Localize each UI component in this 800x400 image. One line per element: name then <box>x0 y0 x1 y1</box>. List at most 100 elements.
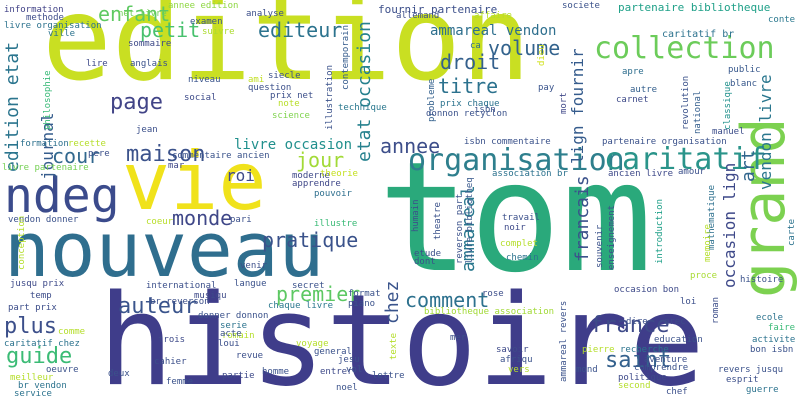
word: francais <box>572 175 593 262</box>
word: br vendon <box>18 381 67 391</box>
word: revue <box>236 351 264 361</box>
word: musiqu <box>194 291 227 301</box>
word: entrer <box>320 367 353 377</box>
word: revers jusqu <box>718 365 784 375</box>
word: proce <box>690 271 718 281</box>
word: mond <box>576 365 598 375</box>
word: jesu <box>338 355 360 365</box>
word: caritatif chez <box>4 339 80 349</box>
word: occasion bon <box>614 285 680 295</box>
word: chef <box>666 387 688 397</box>
word: prix chaque <box>440 99 500 109</box>
word: droit <box>440 50 501 74</box>
word: roman <box>711 296 721 324</box>
word: partenaire organisation <box>602 137 727 147</box>
word: vol <box>346 365 363 375</box>
word: dont <box>414 257 436 267</box>
word: vie <box>122 135 267 228</box>
word: blanc <box>730 79 758 89</box>
word: br reverson <box>150 297 210 307</box>
word: general <box>314 347 352 357</box>
word: theorie <box>320 169 358 179</box>
word: ville <box>48 29 76 39</box>
word: allemand <box>396 11 440 21</box>
word: methode <box>26 13 64 23</box>
word: souvenir <box>595 224 605 268</box>
word: ecole <box>756 313 784 323</box>
word: vers <box>508 365 530 375</box>
word: education <box>654 335 703 345</box>
word: conception <box>17 215 27 270</box>
word: complet <box>500 239 538 249</box>
word: philosophie <box>43 70 53 130</box>
word: public <box>728 65 761 75</box>
word: cour <box>52 144 101 168</box>
word: pierre <box>582 345 615 355</box>
word: voyage <box>296 339 329 349</box>
word: lire <box>86 59 108 69</box>
word: net livre <box>118 9 167 19</box>
word: carte <box>787 218 797 246</box>
word: apre <box>622 67 644 77</box>
word: activite <box>752 335 796 345</box>
word: organisation <box>408 143 625 178</box>
word: auteur <box>118 294 198 319</box>
word: mer <box>450 333 467 343</box>
word: livre partenaire <box>2 163 89 173</box>
word: analyse <box>246 9 284 19</box>
word: afriqu <box>500 355 533 365</box>
word: question <box>248 83 292 93</box>
word: manuel <box>712 127 745 137</box>
word: livre bibliotheq <box>465 177 475 264</box>
word: niveau <box>188 75 221 85</box>
word: travail <box>502 213 540 223</box>
word: introduction <box>655 198 665 264</box>
word: international <box>146 281 217 291</box>
word: enseignement <box>607 204 617 270</box>
word: serie <box>220 321 248 331</box>
word: association br <box>492 169 568 179</box>
word: livre organisation <box>4 21 102 31</box>
word: part prix <box>8 303 57 313</box>
word: theatre <box>433 202 443 240</box>
word: france <box>590 313 670 338</box>
word: caritatif <box>604 142 767 177</box>
word: autre <box>630 85 658 95</box>
word: grec <box>664 317 686 327</box>
word: edition <box>42 0 531 107</box>
word: piano <box>348 299 376 309</box>
word: partenaire bibliotheque <box>618 1 771 14</box>
word: petit <box>140 18 201 42</box>
word: histoire <box>98 267 705 400</box>
word: page <box>110 90 163 115</box>
word: acte <box>220 329 242 339</box>
word: sommaire <box>128 39 172 49</box>
word: politique <box>618 373 667 383</box>
word: ca <box>470 41 481 51</box>
word: humain <box>411 199 421 232</box>
word: societe <box>562 1 600 11</box>
word: noel <box>336 383 358 393</box>
word: nouveau <box>4 205 325 294</box>
word: pari <box>230 215 252 225</box>
word: isbn <box>474 105 496 115</box>
word: recette <box>68 139 106 149</box>
word: moderne <box>292 171 330 181</box>
word: pere <box>88 149 110 159</box>
word: guerre <box>746 385 779 395</box>
word: mar <box>168 161 185 171</box>
word: ammareal revers <box>559 300 569 382</box>
word: lign fournir <box>568 48 587 164</box>
word: comme <box>58 327 86 337</box>
word: jusqu prix <box>10 279 65 289</box>
word: format <box>348 289 381 299</box>
word: affaire <box>474 11 512 21</box>
word: caritatif br <box>662 29 735 40</box>
word: annee <box>380 134 441 158</box>
word: fournir partenaire <box>378 3 498 16</box>
word: illustre <box>314 219 358 229</box>
word: examen <box>190 17 223 27</box>
word: etude <box>414 249 442 259</box>
word: partie <box>222 371 255 381</box>
word: anglais <box>130 59 168 69</box>
